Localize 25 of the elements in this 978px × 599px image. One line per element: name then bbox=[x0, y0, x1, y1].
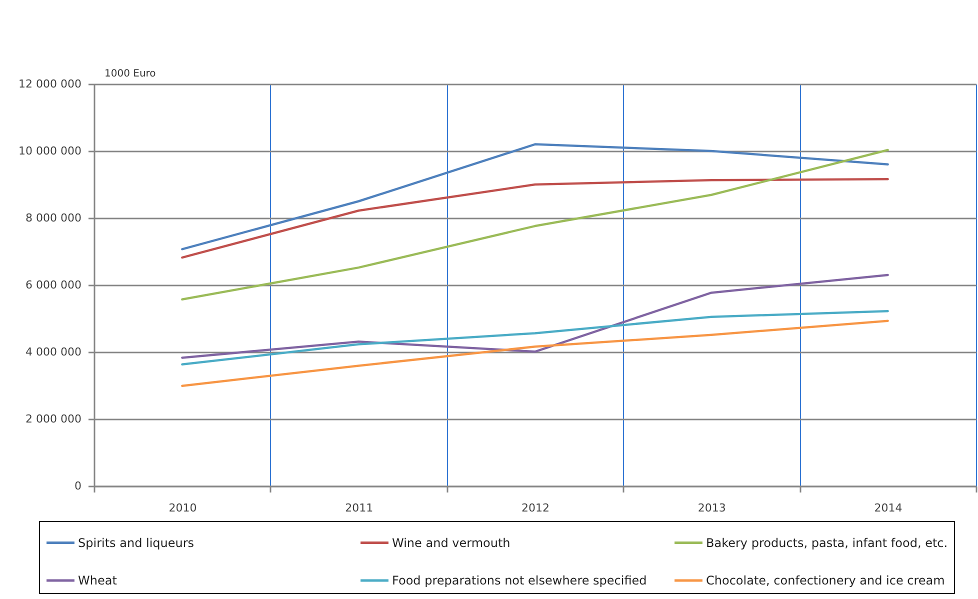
legend-label: Spirits and liqueurs bbox=[78, 536, 194, 550]
line-series bbox=[181, 310, 889, 366]
x-tick-label: 2010 bbox=[168, 502, 197, 514]
y-tick-label: 12 000 000 bbox=[18, 78, 82, 90]
x-tick-label: 2014 bbox=[874, 502, 902, 514]
y-tick-label: 4 000 000 bbox=[26, 346, 82, 358]
line-series bbox=[181, 178, 889, 259]
x-tick-label: 2013 bbox=[698, 502, 726, 514]
y-tick-label: 8 000 000 bbox=[26, 212, 82, 224]
x-tick-label: 2011 bbox=[345, 502, 374, 514]
y-tick-label: 2 000 000 bbox=[26, 412, 82, 426]
y-axis-title: 1000 Euro bbox=[104, 68, 156, 80]
legend-label: Wheat bbox=[78, 574, 118, 588]
line-series bbox=[181, 148, 889, 301]
legend-label: Bakery products, pasta, infant food, etc. bbox=[706, 536, 948, 550]
y-tick-label: 6 000 000 bbox=[26, 278, 82, 292]
y-tick-label: 10 000 000 bbox=[18, 144, 82, 158]
line-series bbox=[181, 274, 889, 359]
legend-label: Wine and vermouth bbox=[392, 536, 510, 550]
y-tick-label: 0 bbox=[74, 480, 82, 492]
line-series bbox=[181, 143, 889, 250]
x-tick-label: 2012 bbox=[522, 502, 550, 514]
legend-label: Food preparations not elsewhere specified bbox=[392, 574, 647, 588]
legend-label: Chocolate, confectionery and ice cream bbox=[706, 574, 945, 588]
line-series bbox=[181, 320, 889, 387]
